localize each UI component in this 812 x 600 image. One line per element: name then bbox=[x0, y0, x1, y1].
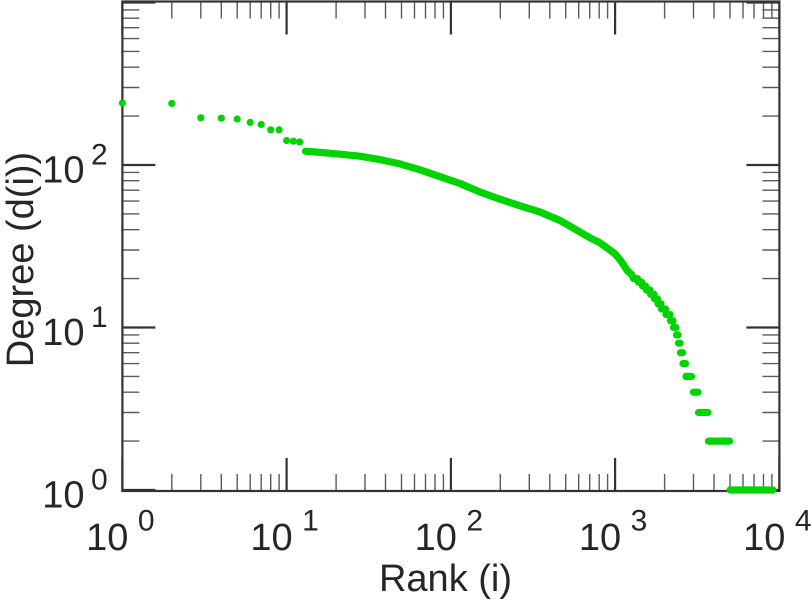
svg-text:10: 10 bbox=[250, 517, 292, 559]
svg-text:10: 10 bbox=[579, 517, 621, 559]
svg-text:Degree (d(i)): Degree (d(i)) bbox=[0, 152, 42, 367]
svg-text:10: 10 bbox=[42, 475, 84, 517]
svg-text:10: 10 bbox=[415, 517, 457, 559]
svg-text:0: 0 bbox=[138, 505, 155, 538]
svg-text:10: 10 bbox=[86, 517, 128, 559]
svg-text:1: 1 bbox=[91, 301, 108, 334]
svg-text:10: 10 bbox=[743, 517, 785, 559]
svg-text:3: 3 bbox=[631, 505, 648, 538]
svg-text:4: 4 bbox=[795, 505, 812, 538]
svg-text:10: 10 bbox=[42, 150, 84, 192]
svg-text:2: 2 bbox=[466, 505, 483, 538]
svg-text:Rank (i): Rank (i) bbox=[379, 558, 512, 600]
svg-text:0: 0 bbox=[91, 463, 108, 496]
svg-text:10: 10 bbox=[42, 312, 84, 354]
svg-text:2: 2 bbox=[91, 138, 108, 171]
svg-text:1: 1 bbox=[302, 505, 319, 538]
